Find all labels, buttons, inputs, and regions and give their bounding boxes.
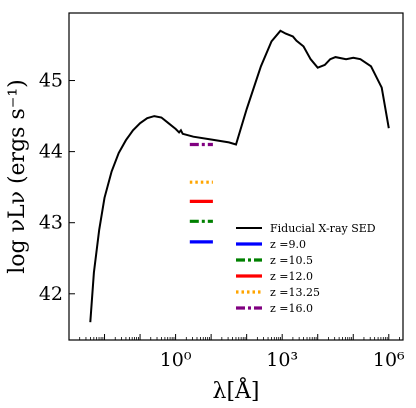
x-tick-label: 10⁰	[160, 349, 192, 371]
y-tick-label-45: 45	[39, 70, 63, 92]
y-tick-label-44: 44	[39, 141, 63, 163]
x-tick-label: 10³	[266, 349, 298, 371]
ticks-layer: 42 43 44 45 10⁰ 10³ 10⁶	[39, 70, 405, 371]
y-tick-label-43: 43	[39, 212, 63, 234]
legend: Fiducial X-ray SED z =9.0 z =10.5 z =12.0 z …	[236, 222, 376, 315]
series-layer	[89, 29, 390, 323]
x-axis-label: λ[Å]	[213, 376, 260, 404]
legend-label-3: z =12.0	[270, 270, 313, 283]
y-axis-label: log νLν (ergs s⁻¹)	[5, 79, 30, 274]
y-tick-label-42: 42	[39, 283, 63, 305]
legend-label-5: z =16.0	[270, 302, 313, 315]
series-line-0	[89, 29, 390, 323]
legend-label-0: Fiducial X-ray SED	[270, 222, 376, 235]
legend-label-4: z =13.25	[270, 286, 320, 299]
legend-label-2: z =10.5	[270, 254, 313, 267]
legend-label-1: z =9.0	[270, 238, 306, 251]
x-tick-label: 10⁶	[373, 349, 405, 371]
